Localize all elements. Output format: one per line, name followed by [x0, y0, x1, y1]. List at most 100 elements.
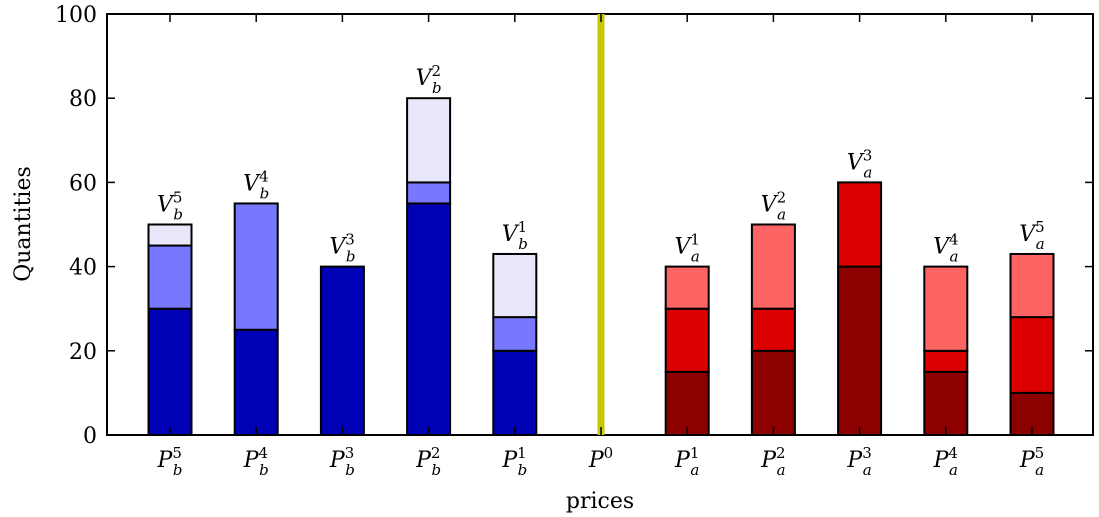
x-tick-label: P4 a — [933, 444, 958, 479]
x-tick-label-sub: a — [949, 461, 958, 479]
x-tick-label-sub: b — [345, 461, 355, 479]
bar-segment — [319, 265, 365, 436]
bar-label-base: V — [416, 66, 434, 91]
x-tick-label-base: P — [329, 448, 346, 473]
bar-label-base: V — [157, 193, 175, 218]
x-tick-label-sup: 4 — [259, 444, 269, 462]
bar-segment — [837, 265, 883, 436]
y-tick-label: 20 — [69, 340, 97, 365]
bar-label-sub: a — [691, 248, 700, 266]
bar-stack — [923, 265, 969, 437]
y-tick-label: 100 — [55, 3, 97, 28]
x-tick-label-sub: b — [431, 461, 441, 479]
x-tick-label-sub: b — [173, 461, 183, 479]
x-tick-label: P3 b — [329, 444, 355, 479]
x-tick-label-base: P — [1019, 448, 1036, 473]
bar-label-sub: b — [173, 206, 183, 224]
bar-label-sub: b — [260, 184, 270, 202]
bar-label-sub: a — [863, 163, 872, 181]
bar-segment — [147, 223, 193, 247]
bar-label: V2 a — [761, 189, 786, 224]
bar-stack — [233, 202, 279, 436]
bar-label: V2 b — [416, 62, 442, 97]
x-tick-label: P1 b — [501, 444, 527, 479]
bar-label-sup: 2 — [431, 62, 441, 80]
x-axis: P5 b P4 b P3 b P2 b P1 b P0 P1 a P2 a P3 a P4 a P5 a — [157, 14, 1044, 479]
bar-segment — [406, 97, 452, 184]
bar-label-base: V — [847, 150, 865, 175]
bar-label-sup: 5 — [1035, 218, 1045, 236]
bar-label: V5 a — [1019, 218, 1044, 253]
x-tick-label-sup: 3 — [862, 444, 872, 462]
bar-label-base: V — [933, 235, 951, 260]
bar-segment — [664, 370, 710, 437]
x-tick-label-sup: 2 — [431, 444, 441, 462]
x-tick-label: P5 b — [157, 444, 183, 479]
x-tick-label: P2 a — [760, 444, 785, 479]
x-tick-label: P1 a — [674, 444, 699, 479]
bar-stack — [1009, 252, 1055, 436]
bar-segment — [1009, 252, 1055, 319]
bar-label-sup: 4 — [259, 167, 269, 185]
x-tick-label-base: P — [243, 448, 260, 473]
x-tick-label: P3 a — [846, 444, 871, 479]
bar-label: V4 b — [243, 167, 269, 202]
x-tick-label-sup: 5 — [172, 444, 182, 462]
x-tick-label-sub: a — [777, 461, 786, 479]
bar-segment — [923, 265, 969, 352]
bar-label-sub: b — [346, 248, 356, 266]
bar-stack — [492, 252, 538, 436]
bar-label: V5 b — [157, 189, 183, 224]
bar-label-sup: 3 — [345, 231, 355, 249]
bar-label-sup: 1 — [518, 218, 528, 236]
x-tick-label: P5 a — [1019, 444, 1044, 479]
bar-stack — [837, 181, 883, 436]
bar-label-base: V — [243, 171, 261, 196]
bar-label-sup: 1 — [690, 231, 700, 249]
bar-label-base: V — [329, 235, 347, 260]
bar-segment — [147, 307, 193, 437]
bar-segment — [923, 349, 969, 373]
x-tick-label-base: P — [674, 448, 691, 473]
bar-segment — [1009, 316, 1055, 394]
bars-layer — [147, 97, 1055, 437]
bar-stack — [406, 97, 452, 436]
x-tick-label-base: P — [157, 448, 174, 473]
x-tick-label-base: P — [846, 448, 863, 473]
y-tick-label: 60 — [69, 171, 97, 196]
x-tick-label-base: P — [588, 448, 605, 473]
bar-segment — [233, 328, 279, 436]
x-tick-label: P0 — [588, 444, 613, 473]
bar-label-sub: a — [1036, 235, 1045, 253]
x-axis-label: prices — [566, 489, 634, 514]
bar-stack — [319, 265, 365, 436]
x-tick-label: P4 b — [243, 444, 269, 479]
bar-segment — [492, 252, 538, 319]
bar-segment — [492, 349, 538, 436]
x-tick-label-sup: 3 — [345, 444, 355, 462]
x-tick-label-sup: 2 — [776, 444, 786, 462]
bar-stack — [750, 223, 796, 436]
bar-label-sup: 5 — [173, 189, 183, 207]
bar-segment — [664, 265, 710, 310]
bar-labels: V5 bV4 bV3 bV2 bV1 b V1 aV2 aV3 aV4 aV5 a — [157, 62, 1045, 265]
bar-segment — [147, 244, 193, 310]
bar-stack — [147, 223, 193, 437]
x-tick-label-sub: a — [863, 461, 872, 479]
bar-segment — [837, 181, 883, 268]
bar-label-sup: 2 — [777, 189, 787, 207]
bar-segment — [923, 370, 969, 437]
bar-segment — [750, 349, 796, 436]
bar-label-base: V — [674, 235, 692, 260]
x-tick-label-sub: a — [690, 461, 699, 479]
bar-label: V4 a — [933, 231, 958, 266]
bar-label-sub: b — [432, 79, 442, 97]
bar-segment — [664, 307, 710, 373]
x-tick-label-base: P — [501, 448, 518, 473]
bar-segment — [233, 202, 279, 331]
bar-label-sub: b — [518, 235, 528, 253]
x-tick-label-sub: b — [518, 461, 528, 479]
bar-label: V1 a — [674, 231, 699, 266]
x-tick-label-base: P — [933, 448, 950, 473]
